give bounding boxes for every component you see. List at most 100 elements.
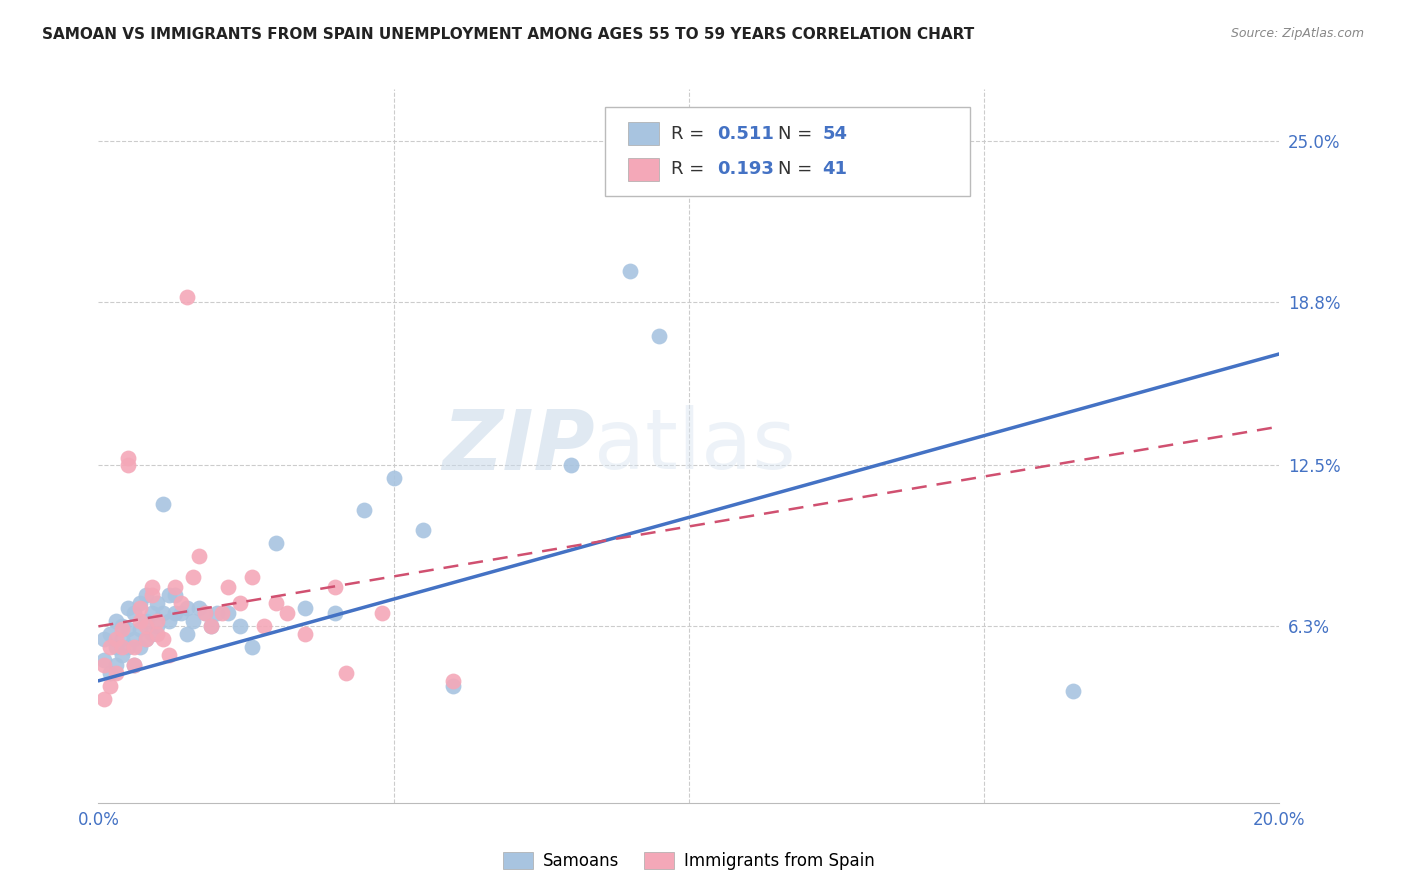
Point <box>122 658 145 673</box>
Point <box>371 607 394 621</box>
Point <box>217 581 239 595</box>
Point <box>141 588 163 602</box>
Point <box>93 658 115 673</box>
Point <box>264 536 287 550</box>
Point <box>98 666 121 681</box>
Point <box>157 648 180 662</box>
Point <box>294 601 316 615</box>
Point <box>111 648 134 662</box>
Point <box>229 619 252 633</box>
Point <box>176 601 198 615</box>
Point <box>135 632 157 647</box>
Point <box>105 658 128 673</box>
Point <box>217 607 239 621</box>
Legend: Samoans, Immigrants from Spain: Samoans, Immigrants from Spain <box>496 845 882 877</box>
Point <box>170 607 193 621</box>
Point <box>135 614 157 628</box>
Point <box>105 614 128 628</box>
Point <box>1062 684 1084 698</box>
Point <box>441 679 464 693</box>
Point <box>122 658 145 673</box>
Point <box>135 619 157 633</box>
Point <box>146 614 169 628</box>
Point <box>111 622 134 636</box>
Point <box>240 570 263 584</box>
Point <box>276 607 298 621</box>
Point <box>187 549 209 564</box>
Point <box>128 640 150 654</box>
Point <box>117 450 139 465</box>
Point <box>98 640 121 654</box>
Point <box>111 640 134 654</box>
Point <box>146 627 169 641</box>
Point <box>165 588 187 602</box>
Point <box>194 607 217 621</box>
Point <box>353 502 375 516</box>
Point <box>253 619 276 633</box>
Point <box>128 614 150 628</box>
Point <box>117 622 139 636</box>
Point <box>294 627 316 641</box>
Point <box>194 607 217 621</box>
Point <box>122 607 145 621</box>
Point <box>122 640 145 654</box>
Point <box>176 290 198 304</box>
Text: SAMOAN VS IMMIGRANTS FROM SPAIN UNEMPLOYMENT AMONG AGES 55 TO 59 YEARS CORRELATI: SAMOAN VS IMMIGRANTS FROM SPAIN UNEMPLOY… <box>42 27 974 42</box>
Point <box>152 497 174 511</box>
Point <box>146 619 169 633</box>
Point <box>211 607 233 621</box>
Text: R =: R = <box>671 125 710 143</box>
Point <box>105 666 128 681</box>
Point <box>152 632 174 647</box>
Point <box>176 627 198 641</box>
Text: 0.511: 0.511 <box>717 125 773 143</box>
Point <box>441 673 464 688</box>
Point <box>105 640 128 654</box>
Point <box>93 692 115 706</box>
Point <box>412 524 434 538</box>
Point <box>93 653 115 667</box>
Text: ZIP: ZIP <box>441 406 595 486</box>
Point <box>157 614 180 628</box>
Point <box>98 679 121 693</box>
Point <box>181 614 204 628</box>
Point <box>200 619 222 633</box>
Point <box>122 632 145 647</box>
Point <box>128 601 150 615</box>
Point <box>117 601 139 615</box>
Point <box>382 471 405 485</box>
Point <box>323 607 346 621</box>
Point <box>111 632 134 647</box>
Point <box>135 588 157 602</box>
Point <box>200 619 222 633</box>
Point <box>157 588 180 602</box>
Text: N =: N = <box>778 161 817 178</box>
Point <box>165 581 187 595</box>
Point <box>117 458 139 473</box>
Point <box>187 601 209 615</box>
Point <box>128 596 150 610</box>
Text: R =: R = <box>671 161 710 178</box>
Point <box>619 264 641 278</box>
Text: N =: N = <box>778 125 817 143</box>
Point <box>181 570 204 584</box>
Point <box>141 581 163 595</box>
Point <box>170 596 193 610</box>
Point <box>117 640 139 654</box>
Point <box>165 607 187 621</box>
Point <box>128 622 150 636</box>
Point <box>98 627 121 641</box>
Text: 41: 41 <box>823 161 848 178</box>
Text: Source: ZipAtlas.com: Source: ZipAtlas.com <box>1230 27 1364 40</box>
Point <box>205 607 228 621</box>
Point <box>93 632 115 647</box>
Point <box>323 581 346 595</box>
Point <box>141 607 163 621</box>
Text: 54: 54 <box>823 125 848 143</box>
Text: atlas: atlas <box>595 406 796 486</box>
Point <box>240 640 263 654</box>
Point <box>560 458 582 473</box>
Point <box>229 596 252 610</box>
Point <box>335 666 357 681</box>
Point <box>264 596 287 610</box>
